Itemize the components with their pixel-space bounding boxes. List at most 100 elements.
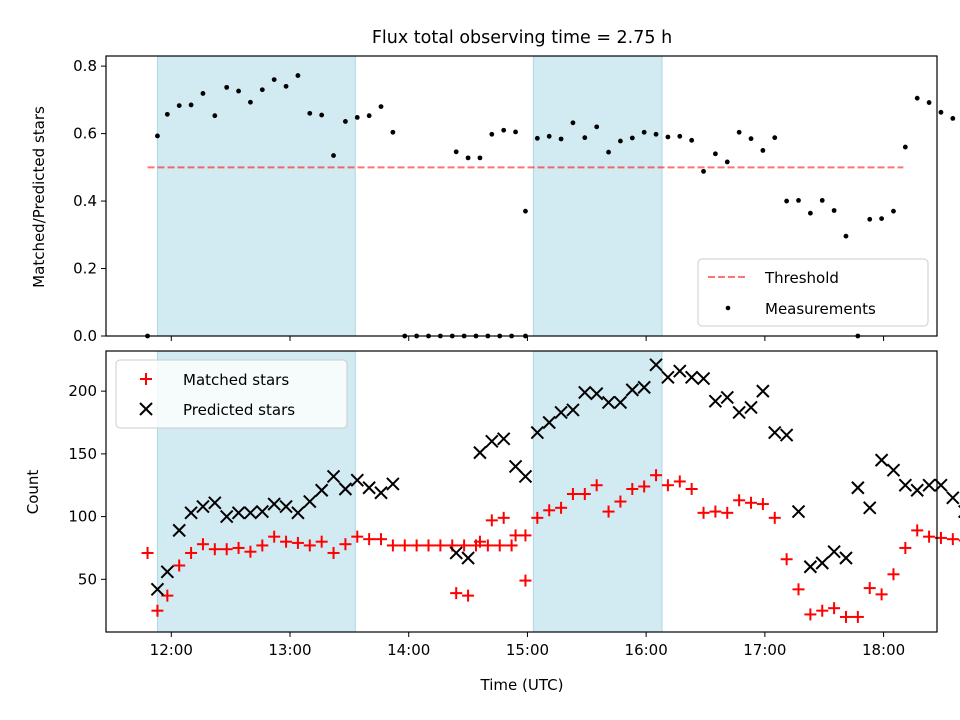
measurement-point bbox=[641, 129, 647, 135]
measurement-point bbox=[188, 102, 194, 108]
matched-star-point bbox=[816, 604, 829, 617]
measurement-point bbox=[501, 127, 507, 133]
ratio-y-tick-label: 0.6 bbox=[73, 125, 97, 143]
measurement-point bbox=[950, 116, 956, 121]
predicted-star-point bbox=[649, 358, 663, 372]
matched-star-point bbox=[768, 511, 781, 524]
measurement-point bbox=[453, 149, 459, 155]
matched-star-point bbox=[626, 482, 639, 495]
measurement-point bbox=[760, 148, 766, 153]
matched-star-point bbox=[531, 511, 544, 524]
predicted-star-point bbox=[696, 371, 711, 386]
matched-star-point bbox=[519, 529, 532, 542]
predicted-star-point bbox=[863, 501, 877, 515]
predicted-star-point bbox=[267, 497, 281, 511]
matched-star-point bbox=[578, 488, 591, 501]
predicted-star-point bbox=[255, 504, 270, 519]
measurement-point bbox=[724, 159, 730, 165]
matched-star-point bbox=[839, 610, 852, 623]
measurement-point bbox=[295, 73, 301, 78]
matched-star-point bbox=[303, 539, 316, 552]
matched-star-point bbox=[602, 505, 615, 518]
measurement-point bbox=[271, 77, 277, 83]
ratio-y-axis: 0.0 0.2 0.4 0.6 0.8 bbox=[73, 57, 106, 345]
predicted-star-point bbox=[208, 496, 222, 510]
predicted-star-point bbox=[326, 469, 341, 484]
matched-star-point bbox=[590, 479, 603, 492]
matched-star-point bbox=[875, 588, 888, 601]
predicted-star-point bbox=[732, 405, 746, 420]
matched-star-point bbox=[721, 506, 734, 519]
measurement-point bbox=[772, 135, 778, 141]
matched-star-point bbox=[851, 610, 864, 623]
matched-star-point bbox=[185, 546, 198, 559]
measurement-points bbox=[145, 73, 956, 339]
predicted-star-point bbox=[673, 364, 687, 378]
predicted-star-point bbox=[851, 481, 865, 495]
predicted-star-point bbox=[518, 469, 533, 484]
count-observing-window-2 bbox=[532, 350, 663, 633]
predicted-star-point bbox=[803, 560, 818, 574]
count-y-tick-label: 200 bbox=[68, 382, 97, 400]
measurement-point bbox=[606, 149, 611, 155]
predicted-star-point bbox=[386, 477, 400, 491]
matched-star-point bbox=[614, 495, 627, 508]
matched-star-point bbox=[804, 608, 817, 621]
predicted-star-point bbox=[601, 395, 616, 410]
measurement-point bbox=[366, 113, 372, 119]
measurement-point bbox=[354, 114, 360, 120]
measurement-point bbox=[796, 197, 801, 203]
measurement-point bbox=[259, 87, 265, 93]
matched-star-point bbox=[485, 514, 498, 527]
predicted-star-point bbox=[744, 400, 758, 415]
measurement-point bbox=[570, 120, 576, 126]
measurement-point bbox=[843, 233, 849, 239]
matched-star-point bbox=[434, 539, 447, 552]
measurement-point bbox=[891, 208, 896, 214]
matched-star-point bbox=[386, 539, 399, 552]
matched-star-point bbox=[208, 543, 221, 556]
measurement-point bbox=[914, 95, 920, 101]
predicted-star-point bbox=[720, 390, 734, 405]
measurement-point bbox=[618, 138, 623, 144]
matched-star-point bbox=[661, 479, 674, 492]
measurement-point bbox=[248, 99, 253, 105]
matched-star-point bbox=[745, 496, 758, 509]
predicted-star-point bbox=[756, 384, 770, 398]
measurement-point bbox=[155, 133, 160, 139]
matched-star-point bbox=[863, 582, 876, 595]
matched-star-point bbox=[543, 504, 556, 517]
matched-star-point bbox=[733, 494, 746, 507]
x-tick-label: 17:00 bbox=[743, 641, 786, 659]
count-plot-frame bbox=[105, 350, 938, 633]
matched-star-point bbox=[398, 539, 411, 552]
matched-star-point bbox=[497, 511, 510, 524]
measurement-point bbox=[343, 119, 348, 124]
ratio-x-ticks bbox=[170, 336, 885, 341]
measurement-point bbox=[819, 197, 825, 203]
measurement-point bbox=[212, 113, 218, 119]
predicted-star-point bbox=[874, 453, 889, 467]
ratio-legend: Threshold Measurements bbox=[697, 258, 929, 327]
measurement-point bbox=[665, 134, 671, 140]
predicted-star-point bbox=[684, 370, 699, 385]
matched-star-point bbox=[756, 498, 769, 511]
predicted-star-point bbox=[922, 478, 936, 492]
predicted-star-point bbox=[554, 405, 568, 420]
matched-star-point bbox=[462, 589, 475, 602]
measurement-point bbox=[224, 84, 230, 90]
measurement-point bbox=[176, 103, 182, 108]
measurement-point bbox=[307, 110, 313, 116]
measurement-point bbox=[831, 208, 837, 213]
measurement-point bbox=[582, 135, 588, 141]
predicted-star-point bbox=[160, 565, 175, 579]
predicted-star-point bbox=[350, 473, 364, 487]
predicted-star-point bbox=[473, 445, 487, 460]
predicted-star-point bbox=[827, 545, 841, 559]
measurement-point bbox=[283, 83, 289, 89]
measurement-point bbox=[867, 216, 873, 222]
x-tick-label: 15:00 bbox=[506, 641, 549, 659]
measurement-point bbox=[938, 109, 944, 115]
matched-star-point bbox=[141, 546, 154, 559]
ratio-panel: 0.00.20.40.60.8 Matched/Predicted stars … bbox=[30, 55, 956, 345]
